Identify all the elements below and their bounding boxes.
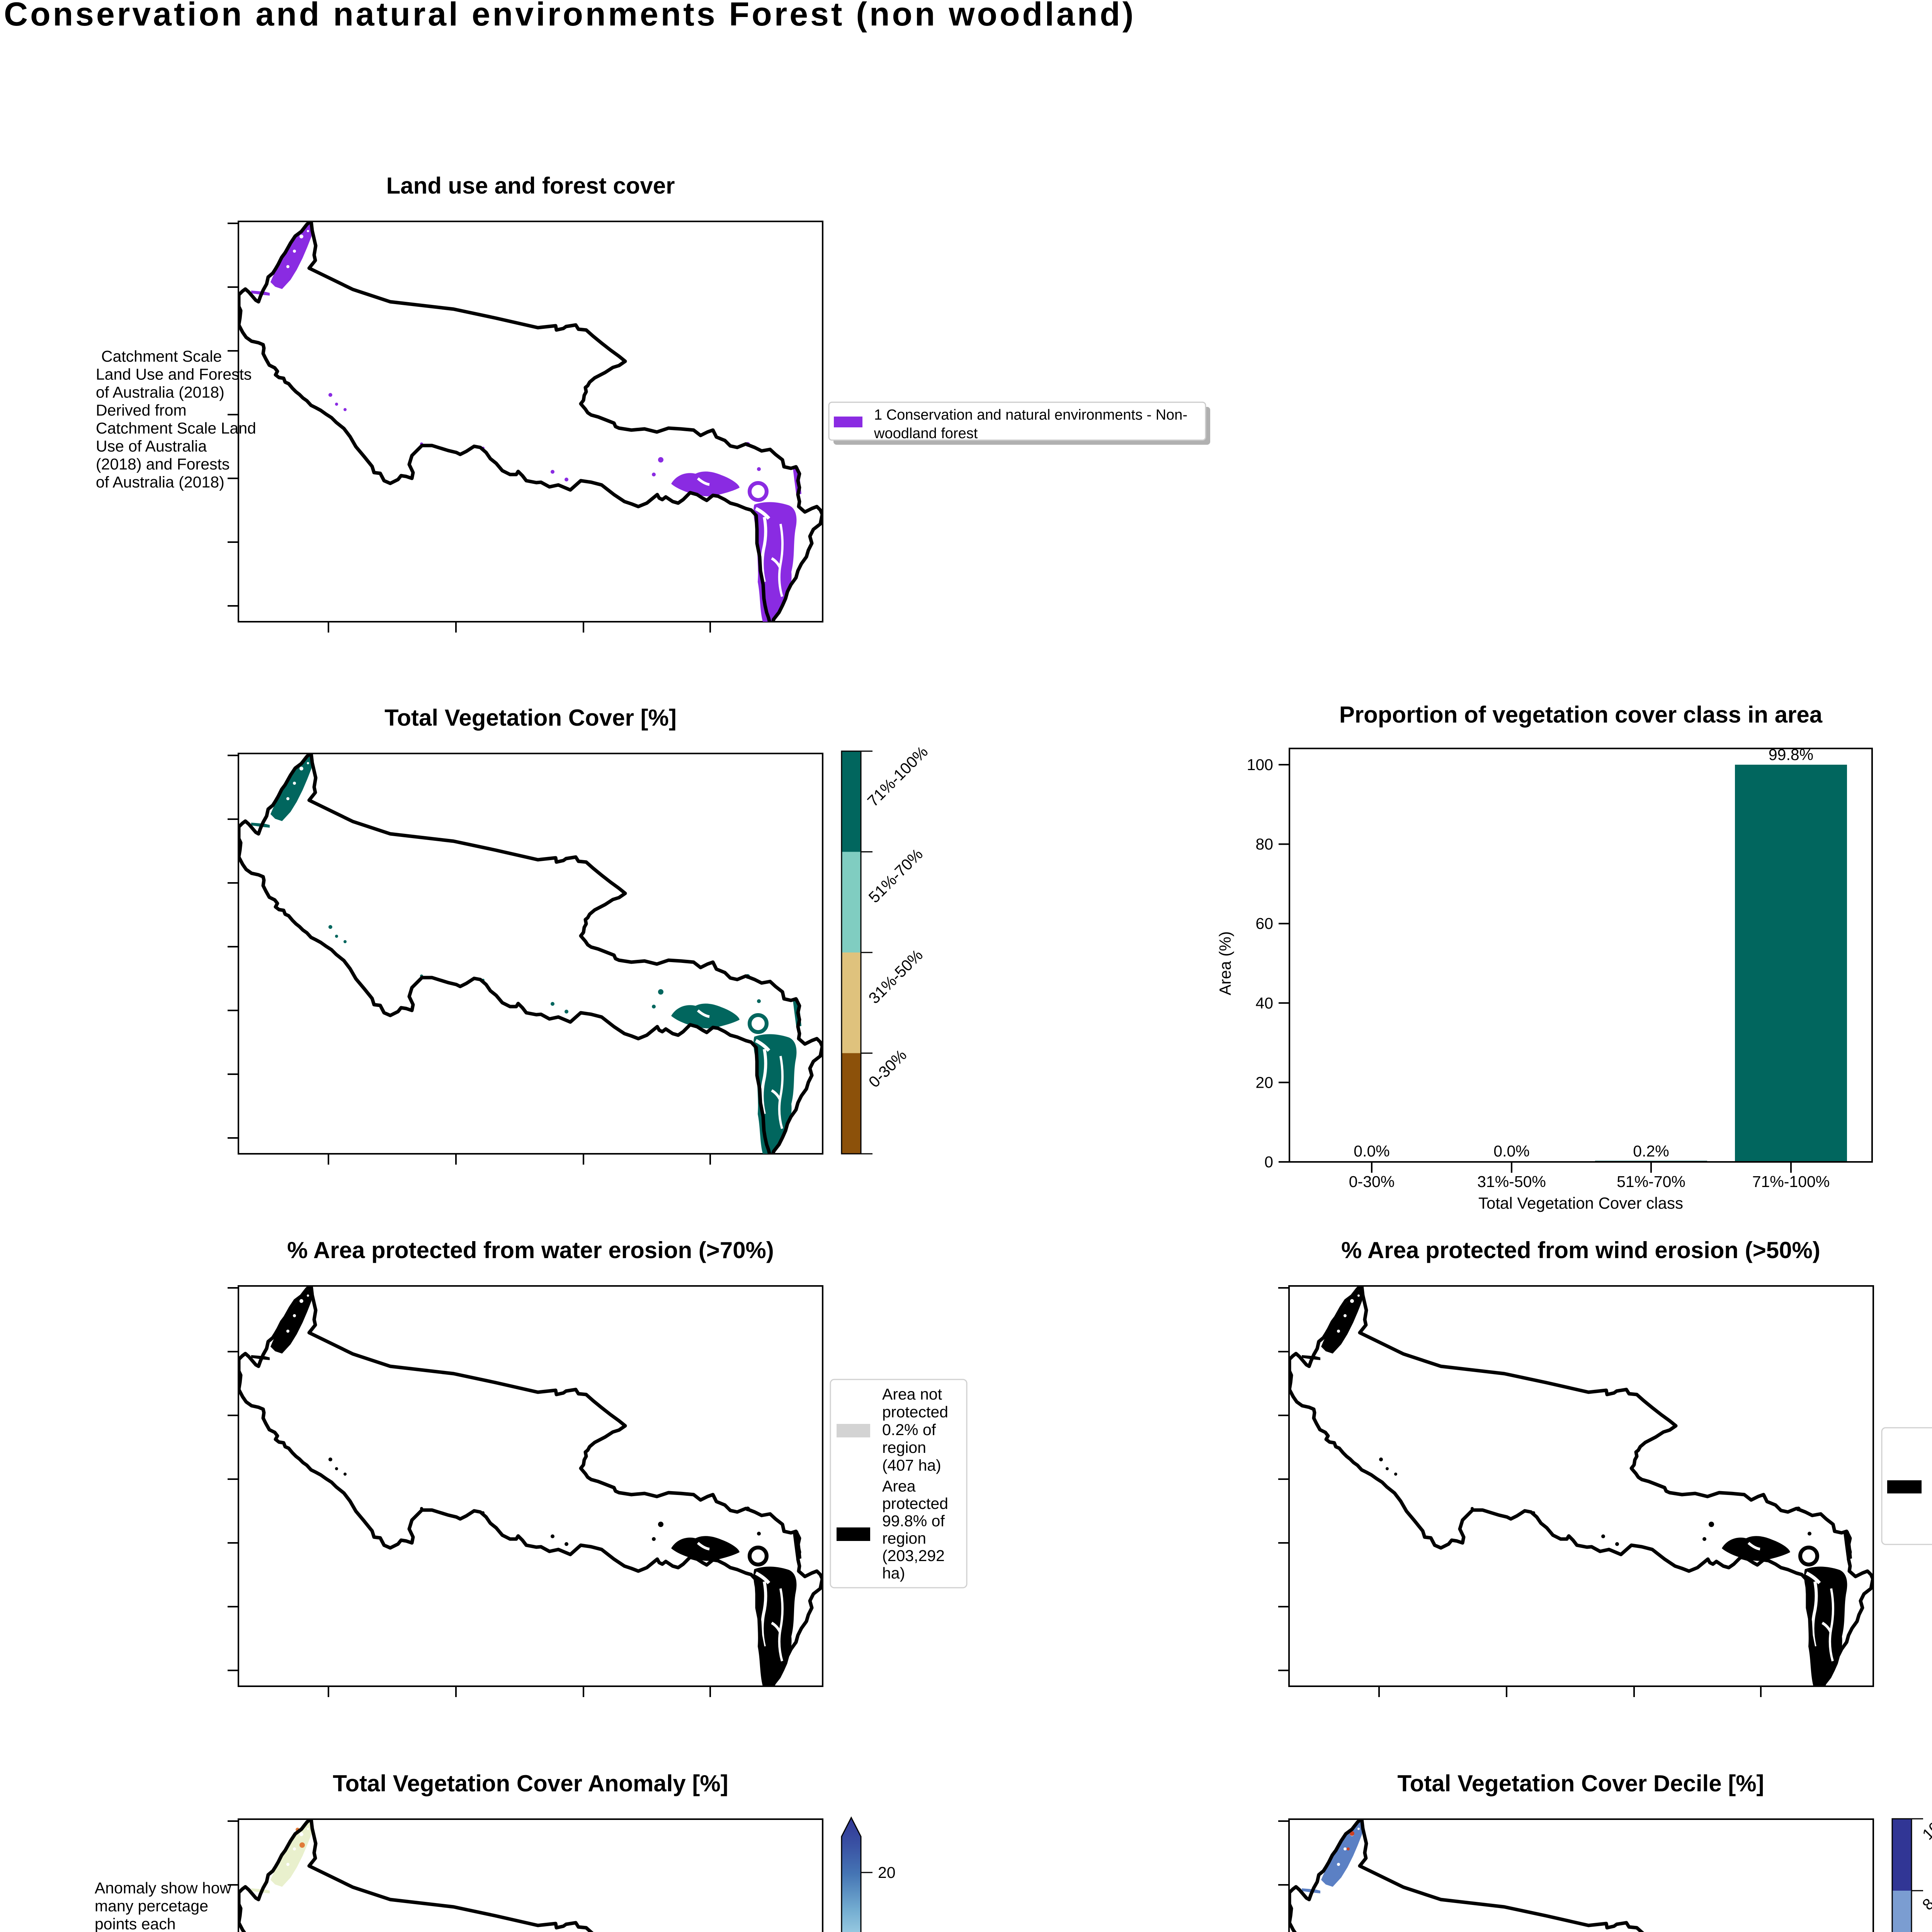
svg-text:of Australia (2018): of Australia (2018) [96,383,224,401]
svg-text:99.8%: 99.8% [1769,746,1813,764]
svg-text:Proportion of vegetation cover: Proportion of vegetation cover class in … [1339,702,1823,728]
svg-text:woodland forest: woodland forest [874,425,978,442]
svg-text:31%-50%: 31%-50% [1477,1173,1546,1190]
svg-text:0: 0 [1264,1153,1273,1171]
svg-text:71%-100%: 71%-100% [1752,1173,1830,1190]
svg-text:region: region [882,1439,926,1456]
svg-text:Total Vegetation Cover [%]: Total Vegetation Cover [%] [384,705,677,731]
svg-text:Total Vegetation Cover class: Total Vegetation Cover class [1478,1194,1683,1212]
svg-text:ha): ha) [882,1564,905,1582]
svg-text:Derived from: Derived from [96,401,187,419]
svg-text:0.0%: 0.0% [1354,1142,1389,1160]
svg-text:Anomaly show how: Anomaly show how [95,1879,231,1897]
svg-text:many percetage: many percetage [95,1897,208,1915]
svg-text:20: 20 [1255,1073,1273,1091]
svg-text:0.2% of: 0.2% of [882,1421,936,1439]
svg-text:Catchment Scale Land: Catchment Scale Land [96,419,256,437]
svg-text:Use of Australia: Use of Australia [96,437,207,455]
svg-text:Area: Area [882,1477,916,1495]
svg-text:99.8% of: 99.8% of [882,1512,945,1530]
svg-text:100: 100 [1247,756,1273,774]
svg-text:region: region [882,1529,926,1547]
svg-text:(2018) and Forests: (2018) and Forests [96,455,230,473]
svg-text:Land Use and Forests: Land Use and Forests [96,366,252,383]
svg-text:Total Vegetation Cover Decile: Total Vegetation Cover Decile [%] [1397,1770,1764,1796]
svg-text:Area not: Area not [882,1385,942,1403]
svg-text:Total Vegetation Cover Anomaly: Total Vegetation Cover Anomaly [%] [333,1770,728,1796]
svg-text:60: 60 [1255,915,1273,932]
svg-text:Catchment Scale: Catchment Scale [101,347,222,365]
svg-text:protected: protected [882,1403,948,1421]
svg-text:Area (%): Area (%) [1216,931,1234,995]
svg-text:(203,292: (203,292 [882,1547,945,1565]
svg-text:0.2%: 0.2% [1633,1142,1669,1160]
svg-text:% Area protected from wind ero: % Area protected from wind erosion (>50%… [1341,1237,1820,1263]
svg-text:51%-70%: 51%-70% [1617,1173,1685,1190]
svg-text:40: 40 [1255,994,1273,1012]
svg-text:0-30%: 0-30% [1349,1173,1395,1190]
svg-text:% Area protected from water er: % Area protected from water erosion (>70… [287,1237,774,1263]
svg-text:protected: protected [882,1495,948,1512]
svg-text:80: 80 [1255,835,1273,853]
svg-text:1 Conservation and natural env: 1 Conservation and natural environments … [874,407,1187,423]
svg-text:of Australia (2018): of Australia (2018) [96,473,224,491]
svg-text:0.0%: 0.0% [1493,1142,1529,1160]
svg-text:Conservation and natural envir: Conservation and natural environments Fo… [4,0,1136,33]
svg-text:Land use and forest cover: Land use and forest cover [386,173,675,199]
svg-text:points each: points each [95,1915,176,1932]
svg-text:(407 ha): (407 ha) [882,1456,941,1474]
svg-text:20: 20 [878,1864,896,1881]
